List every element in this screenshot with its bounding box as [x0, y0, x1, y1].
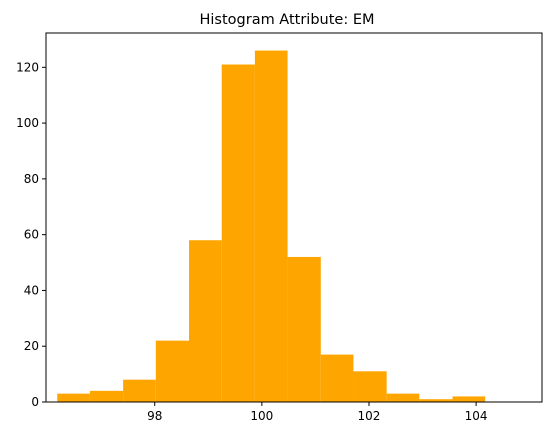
y-tick-label: 100: [16, 116, 39, 130]
histogram-bar: [189, 240, 222, 402]
y-tick-label: 20: [24, 339, 39, 353]
histogram-bar: [353, 371, 387, 402]
bars-group: [57, 50, 486, 403]
chart-title: Histogram Attribute: EM: [199, 12, 374, 28]
x-axis: 98 100 102 104: [147, 402, 488, 423]
histogram-bar: [123, 379, 156, 402]
y-tick-label: 40: [24, 283, 39, 297]
y-tick-label: 0: [31, 395, 39, 409]
y-tick-label: 80: [24, 172, 39, 186]
y-tick-label: 120: [16, 60, 39, 74]
y-tick-label: 60: [24, 228, 39, 242]
histogram-bar: [452, 396, 486, 402]
histogram-bar: [89, 390, 124, 402]
histogram-bar: [320, 354, 354, 402]
histogram-bar: [57, 393, 90, 402]
histogram-bar: [254, 50, 288, 402]
histogram-bar: [386, 393, 420, 402]
x-tick-label: 102: [358, 409, 381, 423]
histogram-bar: [221, 64, 255, 403]
histogram-bar: [155, 340, 190, 402]
plot-frame: [45, 32, 543, 403]
x-tick-label: 104: [465, 409, 488, 423]
histogram-bar: [419, 399, 453, 402]
histogram-bar: [287, 256, 321, 402]
y-axis: 0 20 40 60 80 100 120: [16, 60, 46, 409]
x-tick-label: 100: [250, 409, 273, 423]
x-tick-label: 98: [147, 409, 162, 423]
